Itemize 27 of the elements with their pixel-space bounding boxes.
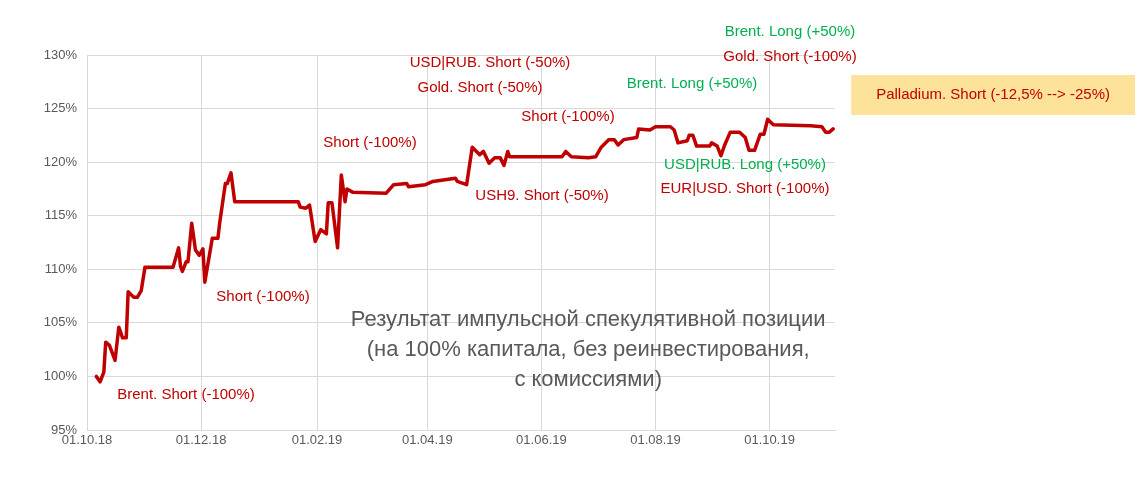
y-tick-label: 120% [43, 153, 78, 169]
x-tick-label: 01.10.19 [744, 432, 795, 448]
annotation: USD|RUB. Long (+50%) [664, 155, 826, 173]
text: Результат импульсной спекулятивной позиции (на 100% капитала, без реинвестирования, с комиссиями) [350, 306, 826, 392]
y-tick-label: 115% [44, 207, 78, 223]
y-tick-label: 105% [43, 314, 78, 330]
text: Brent. Long (+50%) [724, 22, 856, 40]
x-tick-label: 01.08.19 [630, 432, 681, 448]
annotation: Gold. Short (-100%) [723, 47, 857, 65]
text: Palladium. Short (-12,5% --> -25%) [876, 85, 1110, 103]
annotation: Brent. Short (-100%) [117, 385, 255, 403]
y-tick-label: 125% [43, 100, 78, 116]
annotation: Brent. Long (+50%) [626, 74, 758, 92]
annotation: USH9. Short (-50%) [475, 186, 609, 204]
annotation: Short (-100%) [216, 287, 310, 305]
annotation: EUR|USD. Short (-100%) [660, 179, 830, 197]
x-tick-label: 01.06.19 [516, 432, 567, 448]
x-tick-label: 01.12.18 [175, 432, 227, 448]
annotation: Short (-100%) [323, 133, 417, 151]
annotation: Gold. Short (-50%) [417, 78, 543, 96]
y-tick-label: 110% [44, 260, 78, 276]
x-tick-label: 01.04.19 [402, 432, 453, 448]
x-tick-label: 01.02.19 [291, 432, 343, 448]
annotation: Short (-100%) [521, 107, 615, 125]
y-tick-label: 130% [43, 46, 78, 62]
annotation: USD|RUB. Short (-50%) [409, 53, 571, 71]
y-tick-label: 100% [43, 368, 78, 384]
